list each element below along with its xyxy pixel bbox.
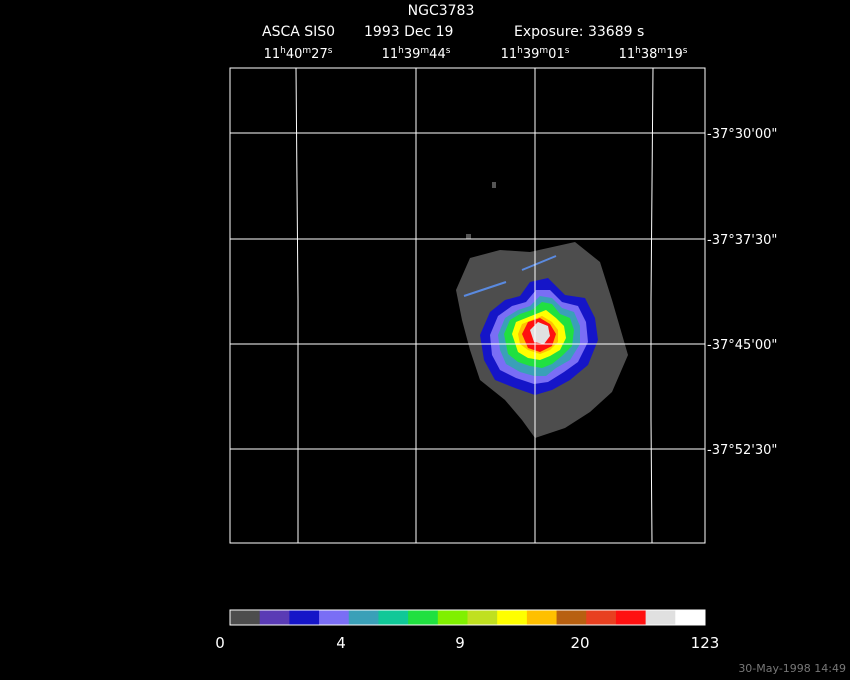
image (229, 67, 706, 544)
colorbar-label: 123 (691, 634, 720, 652)
colorbar-swatch (319, 610, 350, 625)
ra-label: 11h38m19s (619, 46, 688, 62)
colorbar-swatch (289, 610, 320, 625)
colorbar-label: 4 (336, 634, 346, 652)
colorbar-label: 20 (570, 634, 589, 652)
colorbar-swatch (497, 610, 528, 625)
speckle (466, 182, 496, 239)
colorbar-swatch (615, 610, 647, 625)
ra-unit: s (683, 46, 688, 56)
obs-date: 1993 Dec 19 (364, 24, 453, 40)
colorbar-frame (229, 609, 706, 626)
colorbar: 0 4 9 20 123 (215, 609, 720, 652)
colorbar-swatch (437, 610, 468, 625)
colorbar-swatch (378, 610, 409, 625)
colorbar-swatch (230, 610, 261, 625)
dec-label: -37°52'30" (707, 443, 777, 458)
ra-unit: m (657, 46, 666, 56)
ra-unit: h (517, 46, 523, 56)
ra-value: 39 (523, 47, 540, 62)
frame (229, 67, 706, 544)
ra-value: 39 (404, 47, 421, 62)
grid-ra (295, 67, 299, 543)
dec-label: -37°30'00" (707, 127, 777, 142)
ra-value: 11 (619, 47, 636, 62)
ra-value: 27 (311, 47, 328, 62)
exposure: Exposure: 33689 s (514, 24, 644, 40)
ra-value: 11 (264, 47, 281, 62)
colorbar-swatch (586, 610, 617, 625)
ra-value: 44 (429, 47, 446, 62)
ra-label: 11h39m01s (501, 46, 570, 62)
colorbar-swatch (645, 610, 676, 625)
dec-labels: -37°30'00" -37°37'30" -37°45'00" -37°52'30" (707, 127, 777, 458)
ra-unit: s (328, 46, 333, 56)
timestamp: 30-May-1998 14:49 (738, 662, 846, 675)
ra-unit: m (302, 46, 311, 56)
edge-artifact (463, 255, 557, 297)
instrument: ASCA SIS0 (262, 24, 335, 40)
ra-value: 38 (641, 47, 658, 62)
colorbar-label: 0 (215, 634, 225, 652)
ra-unit: s (565, 46, 570, 56)
colorbar-swatch (259, 610, 290, 625)
colorbar-swatch (526, 610, 558, 625)
colorbar-swatch (408, 610, 439, 625)
ra-unit: m (420, 46, 429, 56)
ra-value: 11 (382, 47, 399, 62)
ra-unit: m (539, 46, 548, 56)
ra-unit: h (635, 46, 641, 56)
ra-unit: h (280, 46, 286, 56)
colorbar-swatch (675, 610, 706, 625)
ra-unit: s (446, 46, 451, 56)
ra-value: 40 (286, 47, 303, 62)
dec-label: -37°37'30" (707, 233, 777, 248)
dec-label: -37°45'00" (707, 338, 777, 353)
colorbar-swatch (348, 610, 379, 625)
ra-value: 11 (501, 47, 518, 62)
colorbar-swatch (556, 610, 587, 625)
ra-label: 11h39m44s (382, 46, 451, 62)
grid-ra (650, 67, 654, 544)
colorbar-label: 9 (455, 634, 465, 652)
ra-label: 11h40m27s (264, 46, 333, 62)
title: NGC3783 (408, 3, 475, 19)
ra-labels: 11h40m27s 11h39m44s 11h39m01s 11h38m19s (264, 46, 688, 62)
ra-value: 19 (666, 47, 683, 62)
colorbar-swatch (467, 610, 498, 625)
ra-value: 01 (548, 47, 565, 62)
ra-unit: h (398, 46, 404, 56)
